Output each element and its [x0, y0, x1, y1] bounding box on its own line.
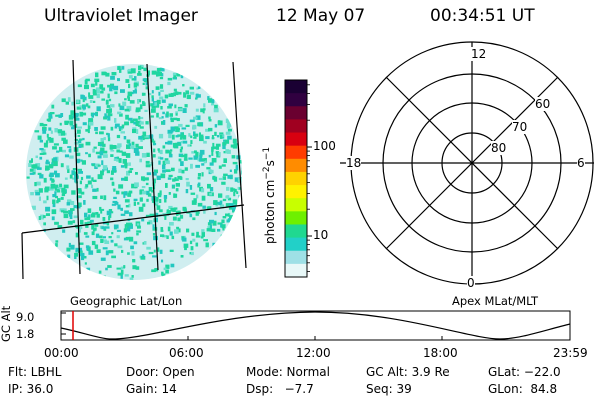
colorbar-cell [285, 263, 307, 278]
colorbar-cell [285, 158, 307, 173]
colorbar-cell [285, 250, 307, 265]
colorbar-unit-main: photon cm [263, 179, 277, 244]
mlt-label-6: 6 [577, 156, 585, 170]
colorbar-unit-exp1: −2 [262, 166, 272, 180]
colorbar [284, 79, 312, 278]
colorbar-cell [285, 211, 307, 226]
colorbar-cell [285, 145, 307, 160]
time-label: 00:34:51 UT [430, 6, 535, 26]
geo-grid [21, 59, 247, 280]
colorbar-cell [285, 237, 307, 252]
polar-caption: Apex MLat/MLT [452, 294, 539, 308]
colorbar-cell [285, 132, 307, 147]
mlt-label-12: 12 [470, 47, 488, 61]
alt-xtick-1200: 12:00 [296, 346, 331, 360]
mlt-label-18: 18 [346, 156, 362, 170]
date-label: 12 May 07 [276, 6, 366, 26]
colorbar-cell [285, 80, 307, 94]
mlt-label-0: 0 [467, 276, 475, 290]
status-door: Door: Open [126, 365, 195, 379]
status-seq: Seq: 39 [366, 382, 412, 396]
instrument-title: Ultraviolet Imager [44, 6, 198, 26]
alt-xtick-0600: 06:00 [169, 346, 204, 360]
status-dsp: Dsp: −7.7 [246, 382, 314, 396]
altitude-plot [60, 310, 571, 341]
colorbar-unit-mid: s [263, 160, 277, 167]
mlat-label-60: 60 [535, 97, 551, 111]
colorbar-cell [285, 106, 307, 120]
colorbar-cell [285, 224, 307, 239]
alt-ylabel: GC Alt [0, 305, 13, 342]
status-glat: GLat: −22.0 [488, 365, 561, 379]
alt-xtick-2359: 23:59 [553, 346, 588, 360]
status-gc-alt: GC Alt: 3.9 Re [366, 365, 450, 379]
mlat-label-70: 70 [512, 120, 528, 134]
colorbar-cell [285, 171, 307, 186]
alt-ytick-label-9: 9.0 [16, 310, 35, 324]
colorbar-unit: photon cm−2s−1 [262, 147, 277, 244]
geo-caption: Geographic Lat/Lon [70, 294, 183, 308]
alt-xtick-1800: 18:00 [423, 346, 458, 360]
status-glon: GLon: 84.8 [488, 382, 558, 396]
colorbar-label-100: 100 [313, 139, 336, 153]
uv-disk-image [21, 59, 247, 280]
mlat-label-80: 80 [491, 141, 507, 155]
colorbar-cell [285, 93, 307, 107]
alt-xtick-0000: 00:00 [44, 346, 79, 360]
colorbar-cell [285, 185, 307, 199]
alt-ytick-label-1.8: 1.8 [16, 327, 35, 341]
polar-plot [340, 41, 594, 285]
colorbar-cell [285, 119, 307, 134]
status-mode: Mode: Normal [246, 365, 330, 379]
status-gain: Gain: 14 [126, 382, 177, 396]
status-ip: IP: 36.0 [8, 382, 54, 396]
colorbar-unit-exp2: −1 [262, 146, 272, 161]
colorbar-cell [285, 198, 307, 212]
status-filter: Flt: LBHL [8, 365, 62, 379]
colorbar-label-10: 10 [313, 228, 329, 242]
